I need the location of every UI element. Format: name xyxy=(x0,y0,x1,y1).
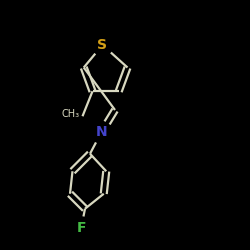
Text: CH₃: CH₃ xyxy=(62,109,80,119)
Text: S: S xyxy=(98,38,108,52)
Text: F: F xyxy=(76,220,86,234)
Text: N: N xyxy=(96,126,107,140)
